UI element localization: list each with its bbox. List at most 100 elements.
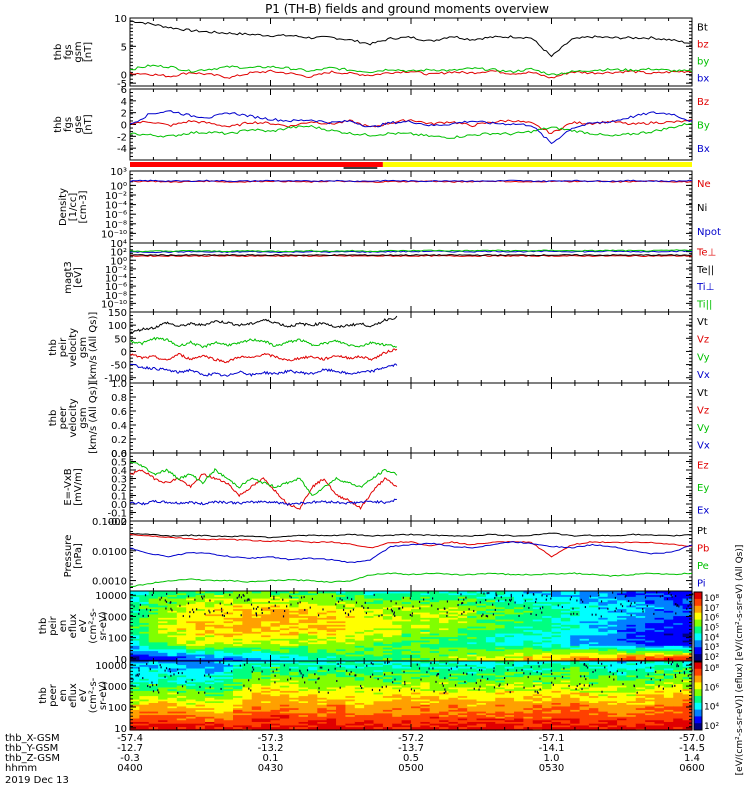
heatmap-cell <box>289 716 300 719</box>
series-line <box>129 249 693 253</box>
heatmap-cell <box>401 606 412 610</box>
heatmap-cell <box>579 626 590 629</box>
heatmap-cell <box>251 714 262 717</box>
heatmap-cell <box>298 594 309 597</box>
heatmap-cell <box>167 669 178 672</box>
heatmap-cell <box>251 702 262 705</box>
heatmap-cell <box>176 719 187 722</box>
heatmap-cell <box>345 707 356 710</box>
heatmap-cell <box>214 654 225 657</box>
heatmap-cell <box>167 603 178 606</box>
heatmap-speckle <box>250 603 253 606</box>
y-tick-label: 2 <box>121 109 127 120</box>
heatmap-cell <box>588 615 599 618</box>
heatmap-cell <box>176 661 187 664</box>
heatmap-cell <box>270 640 281 643</box>
heatmap-speckle <box>542 606 544 609</box>
heatmap-cell <box>457 599 468 603</box>
heatmap-speckle <box>193 611 195 614</box>
heatmap-cell <box>579 659 590 662</box>
heatmap-cell <box>476 654 487 657</box>
heatmap-cell <box>326 640 337 643</box>
heatmap-cell <box>495 647 506 650</box>
heatmap-cell <box>532 601 543 604</box>
heatmap-cell <box>420 598 431 601</box>
heatmap-cell <box>420 624 431 627</box>
heatmap-cell <box>279 641 290 645</box>
heatmap-cell <box>411 610 421 613</box>
heatmap-cell <box>532 594 543 597</box>
heatmap-cell <box>429 650 440 653</box>
heatmap-cell <box>354 709 365 712</box>
heatmap-cell <box>626 608 637 611</box>
heatmap-cell <box>195 690 206 693</box>
heatmap-cell <box>588 627 599 631</box>
heatmap-cell <box>214 647 225 650</box>
heatmap-cell <box>270 678 281 681</box>
heatmap-cell <box>242 603 253 606</box>
heatmap-cell <box>336 721 347 724</box>
heatmap-speckle <box>182 615 184 618</box>
heatmap-cell <box>326 608 337 611</box>
heatmap-cell <box>307 681 318 685</box>
heatmap-cell <box>570 601 581 604</box>
heatmap-cell <box>392 592 403 596</box>
heatmap-cell <box>176 636 187 639</box>
heatmap-cell <box>373 726 384 729</box>
heatmap-cell <box>626 629 637 632</box>
heatmap-cell <box>476 648 487 652</box>
heatmap-cell <box>354 641 365 645</box>
heatmap-cell <box>495 659 506 662</box>
heatmap-cell <box>326 657 337 660</box>
heatmap-cell <box>204 674 215 678</box>
heatmap-cell <box>542 657 553 660</box>
heatmap-cell <box>401 634 412 638</box>
heatmap-cell <box>354 683 365 686</box>
heatmap-cell <box>233 620 243 624</box>
heatmap-cell <box>326 678 337 681</box>
heatmap-cell <box>673 634 684 638</box>
heatmap-cell <box>326 661 337 664</box>
heatmap-cell <box>420 652 431 655</box>
heatmap-cell <box>167 717 178 721</box>
heatmap-cell <box>420 633 431 636</box>
heatmap-cell <box>261 726 272 729</box>
heatmap-cell <box>204 606 215 610</box>
heatmap-cell <box>382 700 393 703</box>
heatmap-cell <box>439 605 450 608</box>
heatmap-speckle <box>317 614 320 617</box>
heatmap-cell <box>195 697 206 700</box>
heatmap-cell <box>532 631 543 634</box>
series-line <box>129 336 398 349</box>
heatmap-cell <box>148 596 159 599</box>
heatmap-cell <box>214 724 225 728</box>
heatmap-cell <box>298 686 309 690</box>
heatmap-cell <box>429 645 440 648</box>
heatmap-cell <box>588 654 599 657</box>
heatmap-cell <box>645 629 656 632</box>
heatmap-speckle <box>624 595 626 598</box>
heatmap-cell <box>673 654 684 657</box>
heatmap-cell <box>289 613 300 617</box>
heatmap-cell <box>635 596 646 599</box>
heatmap-cell <box>139 620 150 624</box>
heatmap-cell <box>532 645 543 648</box>
heatmap-cell <box>279 674 290 678</box>
heatmap-cell <box>214 671 225 674</box>
heatmap-cell <box>645 650 656 653</box>
heatmap-cell <box>186 654 197 657</box>
heatmap-cell <box>167 728 178 731</box>
heatmap-speckle <box>238 594 241 597</box>
heatmap-cell <box>345 603 356 606</box>
y-axis-label-line: [eV] <box>73 267 84 288</box>
heatmap-cell <box>617 648 628 652</box>
heatmap-speckle <box>201 595 203 598</box>
heatmap-speckle <box>226 611 228 614</box>
heatmap-cell <box>373 683 384 686</box>
heatmap-cell <box>467 601 478 604</box>
heatmap-cell <box>673 655 684 659</box>
heatmap-cell <box>233 608 243 611</box>
heatmap-cell <box>167 693 178 697</box>
heatmap-speckle <box>149 609 152 612</box>
heatmap-cell <box>289 654 300 657</box>
